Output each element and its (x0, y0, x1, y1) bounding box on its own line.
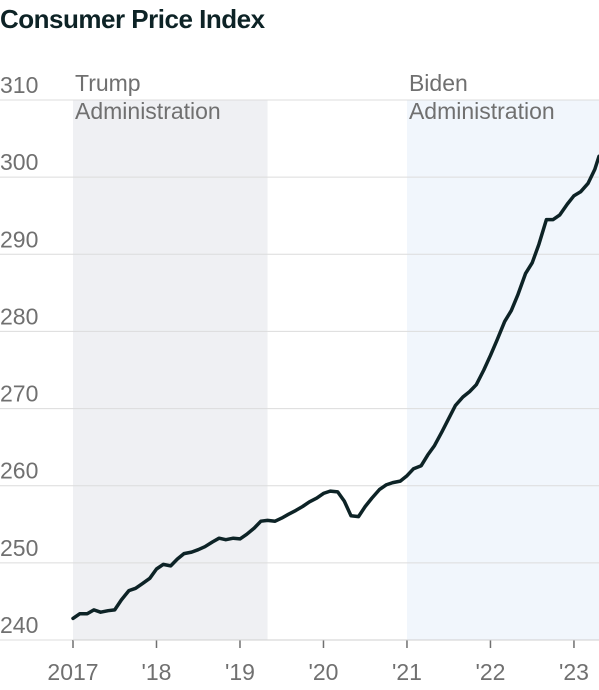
shaded-period-label: Administration (409, 98, 555, 124)
chart-title: Consumer Price Index (0, 4, 265, 34)
y-tick-label: 300 (0, 149, 38, 175)
y-tick-label: 250 (0, 535, 38, 561)
y-tick-label: 310 (0, 72, 38, 98)
shaded-period-label: Trump (75, 70, 141, 96)
shaded-period-band (73, 100, 268, 640)
y-tick-label: 270 (0, 381, 38, 407)
cpi-series-line (71, 154, 599, 621)
x-tick-label: 2017 (47, 659, 98, 685)
x-tick-label: '22 (475, 659, 505, 685)
shaded-period-label: Biden (409, 70, 468, 96)
x-tick-label: '23 (559, 659, 589, 685)
x-tick-label: '21 (392, 659, 422, 685)
y-tick-label: 290 (0, 226, 38, 252)
x-tick-label: '19 (225, 659, 255, 685)
y-tick-label: 280 (0, 303, 38, 329)
y-tick-label: 240 (0, 612, 38, 638)
shaded-period-label: Administration (75, 98, 221, 124)
y-tick-label: 260 (0, 458, 38, 484)
shaded-period-band (406, 100, 599, 640)
x-tick-label: '20 (308, 659, 338, 685)
x-tick-label: '18 (141, 659, 171, 685)
